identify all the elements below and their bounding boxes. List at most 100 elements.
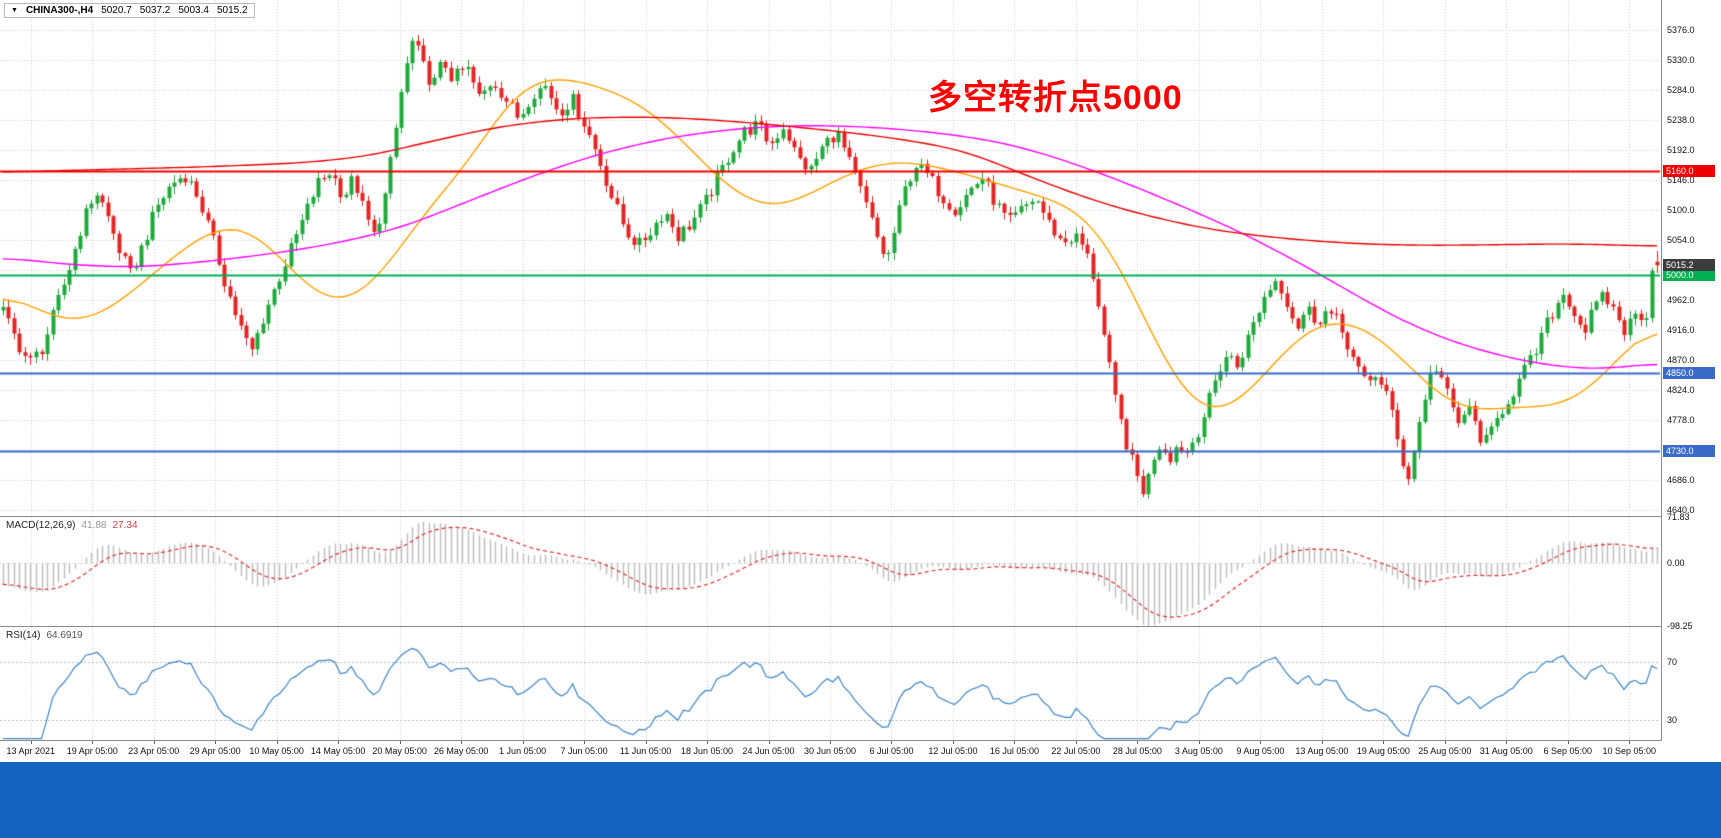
time-tick — [891, 741, 892, 744]
chart-dropdown-icon[interactable]: ▼ — [11, 7, 18, 14]
time-label: 28 Jul 05:00 — [1112, 746, 1162, 756]
price-tick-label: 5284.0 — [1667, 85, 1695, 95]
time-tick — [31, 741, 32, 744]
time-label: 29 Apr 05:00 — [189, 746, 241, 756]
time-tick — [1137, 741, 1138, 744]
time-label: 26 May 05:00 — [433, 746, 489, 756]
price-tick-label: 5238.0 — [1667, 115, 1695, 125]
time-label: 19 Aug 05:00 — [1356, 746, 1410, 756]
time-label: 14 May 05:00 — [310, 746, 366, 756]
time-tick — [1629, 741, 1630, 744]
time-tick — [1568, 741, 1569, 744]
time-label: 18 Jun 05:00 — [681, 746, 734, 756]
price-tick-label: 4916.0 — [1667, 325, 1695, 335]
time-tick — [707, 741, 708, 744]
time-tick — [215, 741, 216, 744]
macd-main-value: 41.88 — [81, 520, 107, 531]
price-tick-label: 4778.0 — [1667, 415, 1695, 425]
macd-panel-canvas[interactable] — [0, 517, 1661, 626]
macd-name: MACD(12,26,9) — [6, 520, 76, 531]
macd-axis-label: 0.00 — [1667, 558, 1685, 569]
price-tick-label: 4824.0 — [1667, 385, 1695, 395]
macd-axis-label: -98.25 — [1667, 621, 1693, 631]
time-tick — [1445, 741, 1446, 744]
price-tick-label: 4640.0 — [1667, 505, 1695, 515]
time-label: 7 Jun 05:00 — [560, 746, 608, 756]
price-tick-label: 4870.0 — [1667, 355, 1695, 365]
time-axis[interactable]: 13 Apr 2021 19 Apr 05:00 23 Apr 05:00 29 Ap… — [0, 741, 1721, 762]
time-label: 10 May 05:00 — [249, 746, 304, 756]
time-tick — [1260, 741, 1261, 744]
time-tick — [400, 741, 401, 744]
time-tick — [1383, 741, 1384, 744]
time-label: 13 Apr 2021 — [6, 746, 56, 756]
time-label: 20 May 05:00 — [372, 746, 427, 756]
price-tick-label: 5330.0 — [1667, 55, 1695, 65]
rsi-axis-label: 70 — [1667, 656, 1678, 667]
time-tick — [92, 741, 93, 744]
time-label: 11 Jun 05:00 — [619, 746, 672, 756]
time-tick — [769, 741, 770, 744]
time-tick — [584, 741, 585, 744]
time-tick — [154, 741, 155, 744]
time-tick — [461, 741, 462, 744]
price-tick-label: 4962.0 — [1667, 295, 1695, 305]
panel-separator-macd[interactable] — [0, 516, 1721, 517]
high-value: 5037.2 — [139, 5, 171, 16]
symbol-ohlc-header[interactable]: ▼ CHINA300-,H4 5020.7 5037.2 5003.4 5015… — [4, 3, 255, 18]
time-label: 6 Sep 05:00 — [1543, 746, 1593, 756]
price-tick-label: 5146.0 — [1667, 175, 1695, 185]
hline-price-badge: 5160.0 — [1663, 164, 1715, 177]
hline-price-badge: 5000.0 — [1663, 269, 1715, 282]
panel-separator-timeaxis — [0, 740, 1721, 741]
macd-indicator-label: MACD(12,26,9) 41.88 27.34 — [6, 520, 138, 531]
price-tick-label: 5192.0 — [1667, 145, 1695, 155]
main-chart-canvas[interactable] — [0, 0, 1661, 516]
time-label: 13 Aug 05:00 — [1295, 746, 1349, 756]
time-tick — [338, 741, 339, 744]
time-tick — [277, 741, 278, 744]
time-tick — [1199, 741, 1200, 744]
time-label: 31 Aug 05:00 — [1479, 746, 1533, 756]
time-tick — [953, 741, 954, 744]
time-tick — [646, 741, 647, 744]
hline-price-badge: 4850.0 — [1663, 367, 1715, 380]
price-tick-label: 5376.0 — [1667, 25, 1695, 35]
macd-signal-value: 27.34 — [112, 520, 138, 531]
panel-separator-rsi[interactable] — [0, 626, 1721, 627]
time-tick — [830, 741, 831, 744]
hline-price-badge: 4730.0 — [1663, 445, 1715, 458]
time-label: 23 Apr 05:00 — [128, 746, 180, 756]
time-label: 25 Aug 05:00 — [1418, 746, 1472, 756]
time-label: 6 Jul 05:00 — [869, 746, 914, 756]
chart-annotation: 多空转折点5000 — [928, 79, 1183, 117]
price-tick-label: 4686.0 — [1667, 475, 1695, 485]
time-label: 24 Jun 05:00 — [742, 746, 795, 756]
time-tick — [1322, 741, 1323, 744]
price-axis[interactable]: 5376.0 5330.0 5284.0 5238.0 5192.0 5146.0 5100… — [1661, 0, 1721, 762]
rsi-name: RSI(14) — [6, 630, 41, 641]
time-tick — [1076, 741, 1077, 744]
time-tick — [523, 741, 524, 744]
time-label: 22 Jul 05:00 — [1051, 746, 1101, 756]
price-tick-label: 5054.0 — [1667, 235, 1695, 245]
time-label: 10 Sep 05:00 — [1602, 746, 1657, 756]
time-label: 3 Aug 05:00 — [1174, 746, 1223, 756]
close-value: 5015.2 — [216, 5, 248, 16]
macd-axis-label: 71.83 — [1667, 512, 1690, 522]
symbol-label: CHINA300-,H4 — [25, 5, 94, 16]
time-tick — [1506, 741, 1507, 744]
time-label: 1 Jun 05:00 — [499, 746, 547, 756]
time-tick — [1014, 741, 1015, 744]
price-tick-label: 5100.0 — [1667, 205, 1695, 215]
low-value: 5003.4 — [178, 5, 209, 16]
rsi-axis-label: 30 — [1667, 714, 1678, 725]
rsi-indicator-label: RSI(14) 64.6919 — [6, 630, 83, 641]
open-value: 5020.7 — [101, 5, 132, 16]
time-label: 19 Apr 05:00 — [66, 746, 118, 756]
bottom-bar — [0, 762, 1721, 838]
time-label: 12 Jul 05:00 — [928, 746, 978, 756]
rsi-panel-canvas[interactable] — [0, 627, 1661, 740]
time-label: 30 Jun 05:00 — [803, 746, 857, 756]
